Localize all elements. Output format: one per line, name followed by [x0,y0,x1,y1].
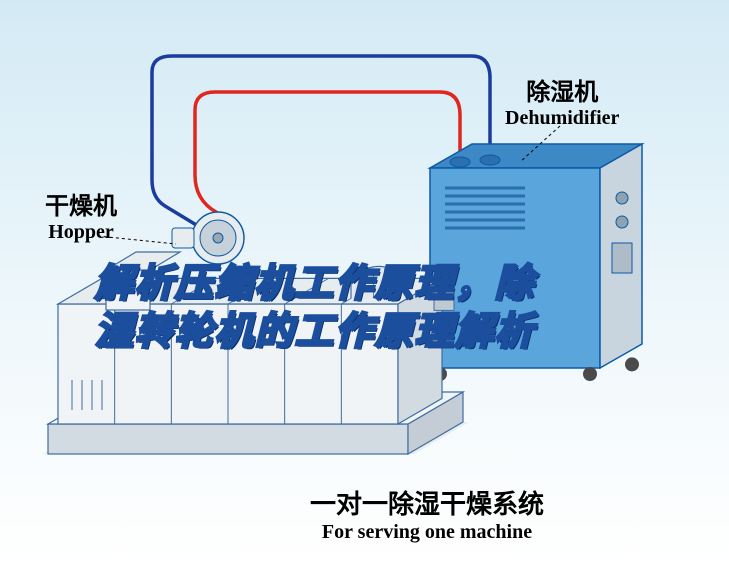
dehumidifier-label-cn: 除湿机 [505,72,619,107]
caption-en: For serving one machine [310,521,544,544]
hopper-label: 干燥机 Hopper [45,186,117,244]
caption-cn: 一对一除湿干燥系统 [310,484,544,521]
overlay-line1: 解析压缩机工作原理，除 [95,260,535,308]
dehumidifier-label: 除湿机 Dehumidifier [505,72,619,130]
hopper-label-en: Hopper [45,221,117,244]
overlay-title: 解析压缩机工作原理，除 湿转轮机的工作原理解析 [95,260,535,356]
overlay-line2: 湿转轮机的工作原理解析 [95,308,535,356]
dehumidifier-label-en: Dehumidifier [505,107,619,130]
caption: 一对一除湿干燥系统 For serving one machine [310,484,544,544]
hopper-label-cn: 干燥机 [45,186,117,221]
